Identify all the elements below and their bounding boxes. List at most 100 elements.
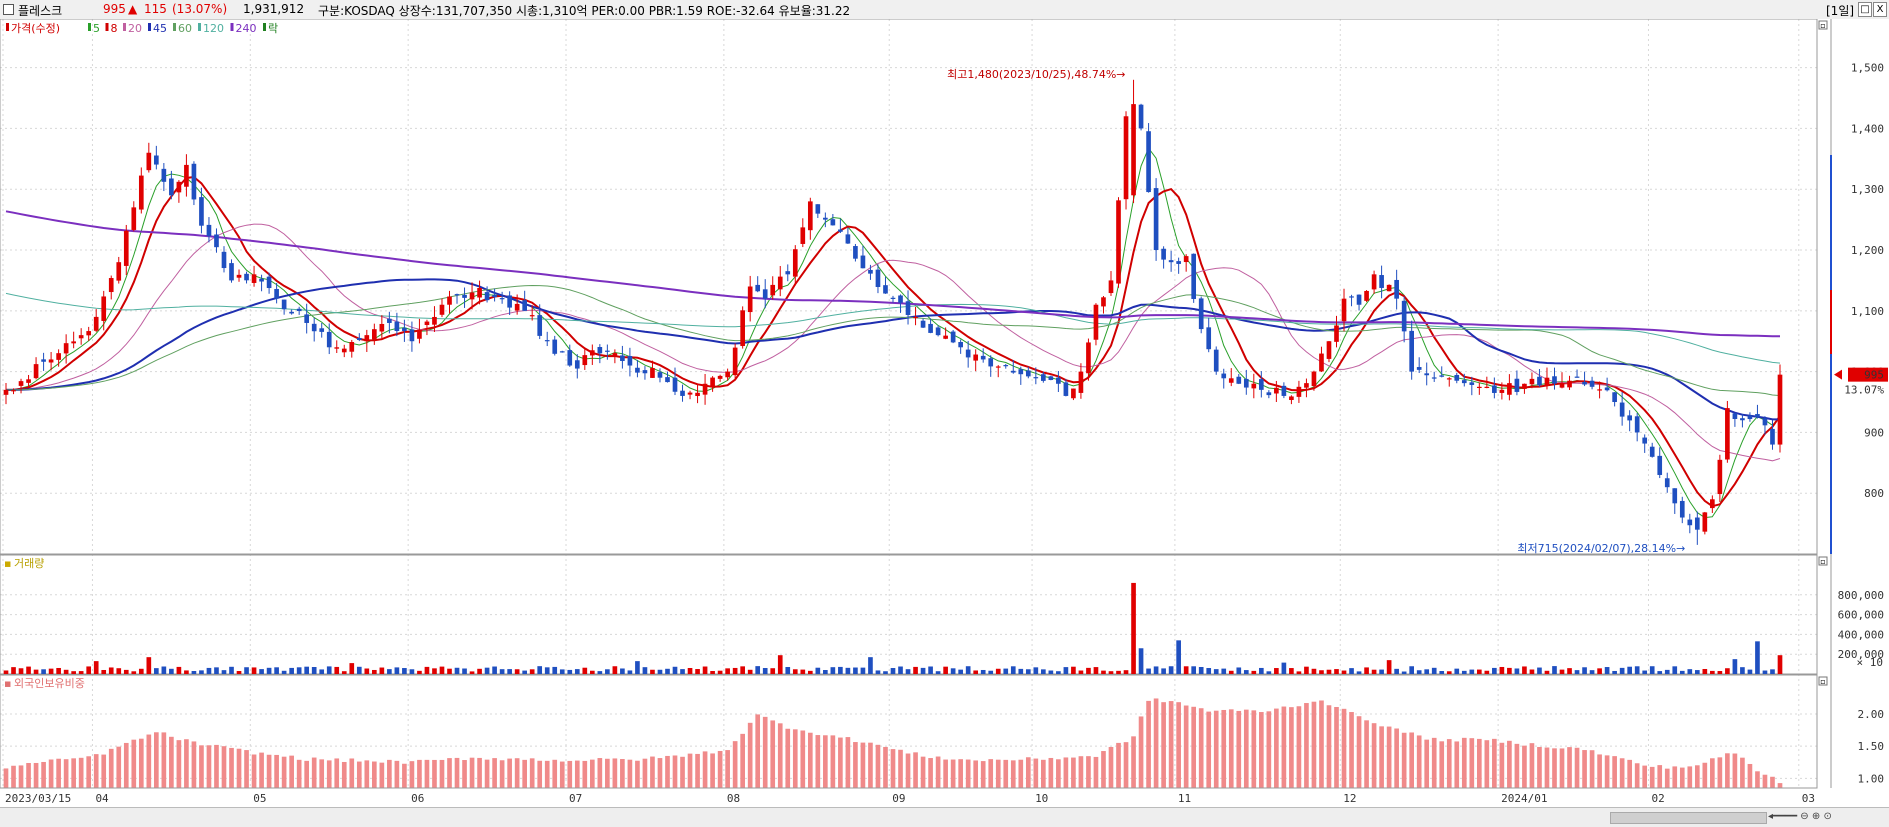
- zoom-in-icon[interactable]: ⊕: [1811, 811, 1821, 822]
- candle: [214, 228, 219, 253]
- candle: [499, 291, 505, 304]
- grid-lines: [0, 19, 1817, 788]
- volume-bar: [514, 669, 520, 674]
- foreign-bar: [1198, 708, 1204, 788]
- volume-bar: [1582, 667, 1587, 674]
- candle: [514, 294, 520, 315]
- period-selector[interactable]: [1일]: [1826, 4, 1855, 18]
- volume-minimize-button[interactable]: ▫: [1820, 557, 1825, 566]
- header-checkbox[interactable]: [3, 4, 14, 15]
- foreign-bar: [1476, 738, 1482, 788]
- foreign-bar: [33, 762, 39, 788]
- candle: [1168, 250, 1174, 272]
- candle: [1770, 419, 1775, 450]
- foreign-bar: [725, 750, 730, 788]
- foreign-bar: [965, 759, 971, 788]
- candle: [1574, 369, 1580, 378]
- x-tick-label: 11: [1178, 792, 1191, 805]
- price-tick-label: 1,500: [1851, 62, 1884, 75]
- foreign-bar: [447, 758, 452, 788]
- zoom-slider-icon[interactable]: ◂━━━━: [1768, 811, 1798, 822]
- candle: [447, 290, 452, 314]
- foreign-bar: [48, 759, 54, 788]
- candle: [462, 287, 467, 308]
- candle: [492, 288, 497, 302]
- x-tick-label: 09: [892, 792, 905, 805]
- chart-scrollbar[interactable]: ◂━━━━ ⊖ ⊕ ⊙: [0, 807, 1889, 827]
- volume-bar: [1281, 662, 1287, 674]
- scroll-thumb[interactable]: [1610, 812, 1767, 824]
- volume-bar: [965, 666, 971, 674]
- volume-bar: [93, 661, 99, 674]
- foreign-bar: [1101, 751, 1106, 788]
- candle: [1732, 412, 1738, 427]
- foreign-bar: [1492, 738, 1497, 788]
- foreign-bar: [1469, 738, 1475, 788]
- foreign-bar: [138, 738, 144, 788]
- candle: [800, 218, 806, 248]
- candle: [123, 224, 129, 276]
- foreign-bar: [860, 742, 866, 788]
- volume-bar: [1446, 671, 1452, 674]
- foreign-bar: [236, 748, 242, 788]
- volume-bar: [650, 669, 655, 674]
- foreign-bar: [1206, 711, 1212, 788]
- zoom-reset-icon[interactable]: ⊙: [1823, 811, 1832, 822]
- panel-minimize-button[interactable]: ▫: [1820, 21, 1825, 30]
- foreign-bar: [1679, 767, 1685, 788]
- foreign-bar: [326, 760, 332, 788]
- price-legend: 가격(수정) 5 8 20 45 60 120 240 락: [6, 22, 278, 35]
- candle: [1710, 495, 1715, 513]
- foreign-bar: [26, 763, 31, 788]
- zoom-out-icon[interactable]: ⊖: [1800, 811, 1809, 822]
- foreign-bar: [1507, 740, 1512, 788]
- candle: [3, 382, 9, 405]
- foreign-bar: [845, 737, 851, 788]
- candle: [1461, 373, 1467, 387]
- maximize-button[interactable]: □: [1858, 2, 1872, 17]
- foreign-bar: [274, 754, 279, 788]
- candle: [635, 359, 640, 378]
- volume-bar: [627, 670, 633, 674]
- volume-bar: [823, 670, 828, 674]
- candle: [1183, 254, 1189, 272]
- volume-bar: [665, 668, 670, 674]
- foreign-bar: [1326, 705, 1332, 788]
- foreign-bar: [1341, 708, 1347, 788]
- candle: [319, 322, 325, 338]
- candle: [1101, 295, 1106, 314]
- foreign-bar: [1274, 708, 1279, 788]
- stock-name: 플레스크: [18, 4, 63, 18]
- foreign-bar: [1048, 757, 1054, 788]
- candle: [402, 319, 407, 342]
- foreign-bar: [1672, 766, 1678, 788]
- foreign-bar: [1537, 746, 1542, 788]
- volume-bar: [424, 666, 430, 674]
- volume-bar: [1507, 667, 1512, 674]
- foreign-bar: [3, 768, 9, 788]
- volume-bar: [281, 670, 287, 674]
- volume-bar: [1642, 670, 1648, 674]
- volume-bar: [1213, 669, 1219, 674]
- volume-bar: [552, 666, 558, 674]
- foreign-bar: [1168, 701, 1174, 788]
- volume-bar: [597, 671, 603, 674]
- volume-bar: [1664, 669, 1670, 674]
- zoom-controls[interactable]: ◂━━━━ ⊖ ⊕ ⊙: [1768, 811, 1883, 823]
- volume-bar: [387, 669, 392, 674]
- candle: [1582, 371, 1587, 387]
- foreign-bar: [492, 758, 497, 788]
- volume-bar: [1672, 666, 1678, 674]
- volume-bar: [1522, 666, 1527, 674]
- volume-bar: [935, 671, 941, 674]
- close-button[interactable]: X: [1873, 2, 1887, 17]
- volume-bar: [732, 667, 738, 674]
- foreign-bar: [657, 758, 663, 788]
- volume-bar: [48, 668, 54, 674]
- foreign-bar: [717, 750, 723, 788]
- candle: [657, 368, 663, 383]
- candle: [48, 351, 54, 371]
- foreign-bar: [777, 723, 783, 788]
- foreign-minimize-button[interactable]: ▫: [1820, 677, 1825, 686]
- legend-item: 락: [268, 22, 278, 35]
